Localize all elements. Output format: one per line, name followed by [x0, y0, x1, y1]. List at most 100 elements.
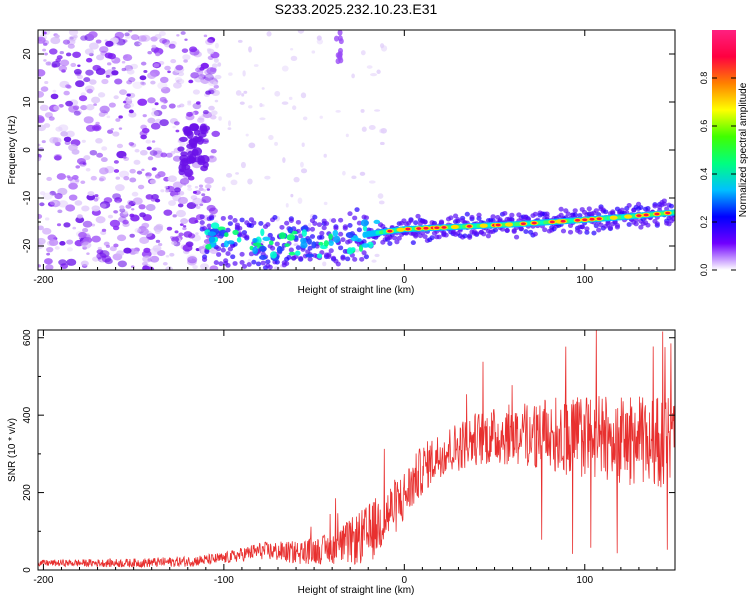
signal-halo [607, 225, 613, 231]
signal-halo [267, 264, 273, 270]
noise-speckle [188, 217, 198, 224]
noise-speckle [100, 157, 108, 163]
noise-faint-speckle [242, 70, 246, 77]
noise-speckle [142, 114, 147, 118]
signal-halo [626, 222, 632, 227]
signal-halo [307, 256, 313, 262]
signal-halo [328, 248, 334, 254]
noise-streak-speckle [337, 35, 343, 42]
signal-halo [396, 235, 402, 241]
snr-x-label: Height of straight line (km) [298, 585, 415, 596]
noise-speckle [50, 36, 61, 45]
noise-speckle [114, 78, 123, 85]
noise-faint-speckle [301, 142, 305, 147]
snr-x-ticks: -200 -100 0 100 [33, 330, 676, 586]
noise-faint-speckle [273, 266, 281, 270]
signal-halo [420, 230, 426, 236]
noise-speckle [54, 155, 62, 161]
signal-halo [544, 211, 550, 217]
signal-halo [312, 214, 318, 220]
signal-halo [638, 205, 644, 210]
noise-faint-speckle [245, 133, 249, 137]
noise-speckle [42, 227, 52, 235]
noise-speckle [99, 176, 106, 182]
signal-halo [509, 212, 515, 218]
noise-speckle [129, 213, 135, 218]
noise-speckle [104, 52, 113, 59]
noise-speckle [81, 205, 90, 212]
signal-halo [560, 228, 567, 234]
signal-halo [633, 221, 639, 227]
noise-speckle [192, 190, 197, 194]
noise-speckle [157, 243, 163, 247]
noise-faint-speckle [266, 31, 272, 37]
noise-speckle [86, 88, 93, 94]
noise-faint-speckle [235, 172, 240, 175]
colorbar-gradient [712, 30, 736, 270]
signal-hotspot-red [423, 226, 429, 230]
noise-speckle [141, 265, 152, 270]
noise-speckle [206, 204, 216, 212]
noise-speckle [129, 177, 137, 183]
noise-speckle [145, 203, 156, 212]
noise-speckle [97, 246, 102, 250]
noise-faint-speckle [316, 38, 324, 45]
signal-halo [295, 245, 301, 251]
signal-halo [410, 240, 416, 246]
signal-blob [316, 253, 323, 259]
noise-speckle [95, 138, 103, 144]
noise-speckle [141, 127, 150, 134]
noise-speckle [179, 223, 184, 226]
signal-halo [338, 217, 344, 223]
noise-speckle [92, 64, 101, 72]
noise-speckle [147, 156, 154, 161]
signal-hotspot-red [520, 222, 527, 226]
noise-speckle [175, 129, 180, 133]
noise-speckle [54, 193, 63, 200]
signal-halo [359, 256, 365, 262]
signal-halo [260, 260, 266, 266]
signal-halo [661, 198, 667, 204]
noise-speckle [205, 184, 212, 189]
signal-blob [328, 233, 333, 240]
snr-x-tick-label: -100 [214, 575, 234, 586]
noise-speckle [49, 136, 59, 144]
noise-speckle [82, 162, 87, 165]
noise-speckle [48, 48, 58, 55]
signal-halo [610, 209, 616, 215]
colorbar-label: Normalized spectral amplitude [738, 82, 749, 217]
noise-faint-speckle [377, 193, 384, 199]
signal-blob [311, 241, 317, 249]
noise-speckle [134, 250, 139, 254]
noise-speckle [192, 89, 200, 95]
noise-faint-speckle [359, 171, 366, 176]
snr-y-tick-label: 400 [22, 406, 33, 423]
signal-blob [360, 219, 369, 227]
noise-speckle [114, 197, 123, 204]
noise-speckle [146, 146, 152, 151]
signal-hotspot-yellow [450, 224, 459, 230]
noise-speckle [141, 168, 145, 172]
signal-halo [244, 234, 250, 240]
noise-speckle [150, 122, 161, 130]
signal-hotspot-yellow [609, 215, 618, 220]
noise-faint-speckle [268, 134, 274, 141]
signal-halo [354, 207, 360, 213]
noise-speckle [177, 196, 188, 205]
signal-halo [443, 232, 449, 238]
noise-speckle [126, 80, 133, 85]
noise-speckle [72, 226, 77, 230]
noise-speckle [195, 232, 199, 235]
noise-speckle [153, 63, 160, 68]
signal-blob [262, 236, 271, 242]
signal-halo [267, 232, 273, 238]
noise-faint-speckle [354, 248, 360, 253]
noise-speckle [208, 105, 215, 111]
noise-speckle [45, 217, 50, 221]
noise-speckle [113, 95, 119, 100]
noise-faint-speckle [366, 65, 373, 69]
noise-speckle [104, 258, 113, 265]
noise-speckle [86, 194, 96, 201]
noise-speckle [140, 34, 151, 42]
noise-speckle [53, 105, 61, 111]
